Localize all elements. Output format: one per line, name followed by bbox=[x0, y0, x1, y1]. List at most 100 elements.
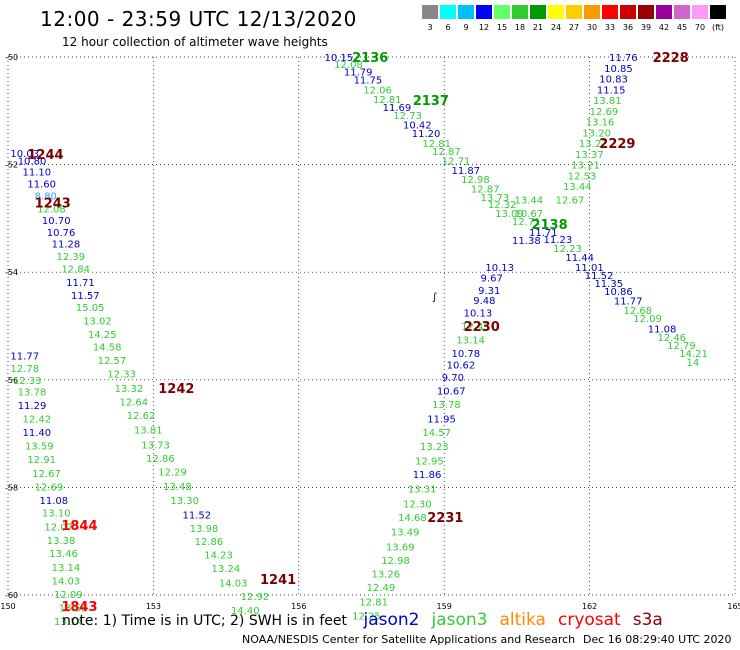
legend-label: 42 bbox=[658, 23, 670, 32]
legend-swatch bbox=[602, 5, 618, 19]
wave-height-value: 10.67 bbox=[437, 387, 466, 398]
lon-tick-label: 159 bbox=[437, 602, 452, 611]
wave-height-value: 11.77 bbox=[10, 352, 39, 363]
wave-height-value: 14.57 bbox=[422, 428, 451, 439]
legend-label: 9 bbox=[463, 23, 469, 32]
wave-height-value: 11.44 bbox=[565, 253, 594, 264]
wave-height-value: 11.29 bbox=[18, 401, 47, 412]
legend-label: 39 bbox=[640, 23, 652, 32]
legend-label: 30 bbox=[586, 23, 598, 32]
lat-tick-label: -54 bbox=[5, 268, 18, 277]
wave-height-value: 13.16 bbox=[586, 118, 615, 129]
wave-height-value: 11.60 bbox=[27, 179, 56, 190]
wave-height-value: 10.78 bbox=[451, 349, 480, 360]
wave-height-value: 8.80 bbox=[35, 191, 57, 202]
legend-swatch bbox=[638, 5, 654, 19]
wave-height-value: 10.03 bbox=[10, 149, 39, 160]
wave-height-value: 11.77 bbox=[614, 297, 643, 308]
footer-note: note: 1) Time is in UTC; 2) SWH is in fe… bbox=[62, 613, 348, 629]
legend-unit: (ft) bbox=[711, 23, 725, 32]
wave-height-value: 11.71 bbox=[66, 278, 95, 289]
wave-height-value: 13.98 bbox=[190, 524, 219, 535]
wave-height-value: 10.42 bbox=[403, 120, 432, 131]
wave-height-value: 11.71 bbox=[529, 228, 558, 239]
wave-height-value: 10.76 bbox=[47, 228, 76, 239]
wave-height-value: 12.69 bbox=[590, 107, 619, 118]
legend-label: 6 bbox=[445, 23, 451, 32]
wave-height-value: 12.86 bbox=[146, 454, 175, 465]
wave-height-value: 11.23 bbox=[544, 235, 573, 246]
legend-swatch bbox=[566, 5, 582, 19]
legend-label: 18 bbox=[514, 23, 526, 32]
lat-tick-label: -60 bbox=[5, 591, 18, 600]
wave-height-value: 11.79 bbox=[344, 68, 373, 79]
wave-height-value: 13.31 bbox=[408, 484, 437, 495]
wave-height-value: 14.58 bbox=[93, 342, 122, 353]
track-id-label: 1241 bbox=[260, 573, 296, 588]
wave-height-value: 13.37 bbox=[575, 150, 604, 161]
legend-swatch bbox=[692, 5, 708, 19]
satellite-name: altika bbox=[499, 610, 546, 630]
wave-height-value: 11.86 bbox=[413, 470, 442, 481]
legend-label: 24 bbox=[550, 23, 562, 32]
wave-height-value: 13.46 bbox=[49, 549, 78, 560]
wave-height-value: 12.73 bbox=[393, 111, 422, 122]
wave-height-value: 12.78 bbox=[10, 364, 39, 375]
wave-height-value: 13.81 bbox=[134, 425, 163, 436]
wave-height-value: 11.28 bbox=[52, 240, 81, 251]
wave-height-value: 12.42 bbox=[23, 415, 52, 426]
track-id-label: 2137 bbox=[413, 94, 449, 109]
map-subtitle: 12 hour collection of altimeter wave hei… bbox=[62, 35, 328, 49]
timestamp-text: Dec 16 08:29:40 UTC 2020 bbox=[583, 633, 732, 646]
wave-height-value: 13.26 bbox=[372, 569, 401, 580]
track-id-label: 2136 bbox=[352, 51, 388, 66]
wave-height-value: 13.78 bbox=[18, 388, 47, 399]
track-id-label: 2231 bbox=[427, 511, 463, 526]
lat-tick-label: -58 bbox=[5, 483, 18, 492]
track-id-label: 1844 bbox=[61, 519, 97, 534]
map-title: 12:00 - 23:59 UTC 12/13/2020 bbox=[40, 7, 357, 31]
wave-height-value: 12.49 bbox=[367, 583, 396, 594]
lon-tick-label: 162 bbox=[582, 602, 597, 611]
wave-height-value: 12.91 bbox=[27, 455, 56, 466]
map-grid bbox=[7, 56, 736, 596]
legend-swatch bbox=[512, 5, 528, 19]
wave-height-value: 14.25 bbox=[88, 330, 117, 341]
wave-height-value: 9.31 bbox=[478, 286, 500, 297]
satellite-name: jason3 bbox=[431, 610, 488, 630]
legend-swatch bbox=[584, 5, 600, 19]
track-id-label: 1843 bbox=[61, 600, 97, 615]
wave-height-value: 13.56 bbox=[59, 603, 88, 614]
wave-height-value: 11.57 bbox=[71, 291, 100, 302]
legend-swatch bbox=[530, 5, 546, 19]
track-id-label: 2138 bbox=[531, 218, 567, 233]
wave-height-value: 13.49 bbox=[391, 528, 420, 539]
wave-height-value: 12.81 bbox=[359, 597, 388, 608]
wave-height-value: 12.62 bbox=[127, 411, 156, 422]
lon-tick-label: 153 bbox=[146, 602, 161, 611]
legend-label: 36 bbox=[622, 23, 634, 32]
wave-height-value: 13.14 bbox=[52, 563, 81, 574]
credit-text: NOAA/NESDIS Center for Satellite Applica… bbox=[242, 633, 576, 646]
legend-swatch bbox=[476, 5, 492, 19]
wave-height-value: 12.67 bbox=[32, 469, 61, 480]
wave-height-value: 13.73 bbox=[481, 193, 510, 204]
wave-height-value: 10.80 bbox=[18, 156, 47, 167]
wave-height-value: 13.20 bbox=[582, 128, 611, 139]
wave-height-value: 10.86 bbox=[604, 287, 633, 298]
lon-tick-label: 150 bbox=[0, 602, 15, 611]
wave-height-value: 13.32 bbox=[115, 384, 144, 395]
satellite-name: cryosat bbox=[557, 610, 621, 630]
wave-height-value: 12.92 bbox=[241, 592, 270, 603]
legend-label: 21 bbox=[532, 23, 544, 32]
wave-height-value: 11.75 bbox=[354, 76, 383, 87]
satellite-name: s3a bbox=[632, 610, 663, 630]
wave-height-value: 12.81 bbox=[373, 95, 402, 106]
wave-height-value: 14.40 bbox=[231, 606, 260, 617]
wave-height-value: 12.45 bbox=[461, 322, 490, 333]
wave-height-value: 13.09 bbox=[495, 209, 524, 220]
wave-height-value: 10.62 bbox=[447, 361, 476, 372]
satellite-name: jason2 bbox=[363, 610, 420, 630]
wave-height-value: 14 bbox=[687, 358, 700, 369]
legend-label: 15 bbox=[496, 23, 508, 32]
